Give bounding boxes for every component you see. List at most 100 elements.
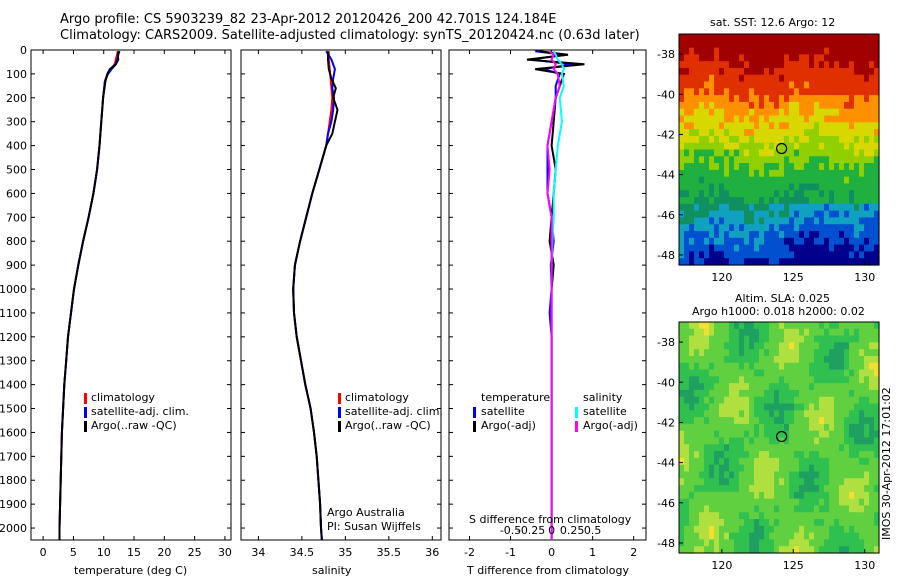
sst-cell: [729, 122, 735, 130]
sst-cell: [804, 197, 810, 205]
sla-cell: [749, 328, 755, 337]
sla-cell: [689, 369, 695, 377]
sst-cell: [809, 142, 815, 151]
sla-cell: [719, 342, 725, 350]
sla-cell: [809, 532, 815, 541]
sla-cell: [794, 342, 800, 350]
sst-cell: [689, 217, 695, 225]
sst-cell: [774, 34, 780, 42]
sla-cell: [849, 471, 855, 479]
sst-cell: [774, 258, 780, 266]
sla-cell: [819, 471, 825, 479]
sst-cell: [709, 251, 715, 259]
sla-cell: [814, 369, 820, 377]
sla-cell: [844, 546, 850, 554]
sla-cell: [764, 349, 770, 357]
sst-cell: [869, 197, 875, 205]
sst-cell: [689, 74, 695, 83]
sla-cell: [699, 471, 705, 479]
sst-cell: [829, 231, 835, 239]
sla-cell: [759, 471, 765, 479]
sla-cell: [874, 396, 880, 405]
sst-cell: [824, 258, 830, 266]
sla-cell: [839, 389, 845, 398]
sla-cell: [854, 505, 860, 513]
sla-cell: [809, 512, 815, 520]
sla-cell: [769, 478, 775, 486]
sla-cell: [769, 328, 775, 337]
sst-cell: [869, 108, 875, 117]
sla-cell: [684, 335, 690, 343]
sla-cell: [704, 389, 710, 398]
sla-cell: [839, 355, 845, 364]
sla-cell: [859, 471, 865, 479]
sla-cell: [804, 444, 810, 452]
sla-cell: [734, 444, 740, 452]
sla-cell: [709, 519, 715, 527]
sla-cell: [814, 322, 820, 330]
sst-cell: [814, 122, 820, 130]
sst-cell: [859, 74, 865, 83]
sst-cell: [719, 108, 725, 117]
sst-cell: [844, 217, 850, 225]
sla-cell: [694, 464, 700, 473]
sst-cell: [814, 217, 820, 225]
sla-cell: [694, 376, 700, 384]
sst-cell: [779, 67, 785, 76]
sst-cell: [839, 122, 845, 130]
sla-cell: [844, 485, 850, 493]
sst-cell: [749, 244, 755, 253]
sla-cell: [809, 464, 815, 473]
sst-cell: [779, 183, 785, 191]
sst-cell: [764, 149, 770, 157]
sst-cell: [784, 210, 790, 219]
sst-cell: [829, 129, 835, 137]
sst-cell: [764, 197, 770, 205]
sla-cell: [799, 532, 805, 541]
sla-cell: [694, 444, 700, 452]
sla-cell: [744, 451, 750, 459]
sla-cell: [814, 417, 820, 425]
sst-cell: [789, 197, 795, 205]
sla-cell: [874, 417, 880, 425]
sst-cell: [814, 244, 820, 253]
sst-cell: [814, 74, 820, 83]
sst-cell: [684, 183, 690, 191]
sla-cell: [744, 485, 750, 493]
sst-cell: [844, 122, 850, 130]
sst-cell: [774, 183, 780, 191]
sla-cell: [874, 342, 880, 350]
sla-cell: [859, 539, 865, 547]
sst-cell: [819, 122, 825, 130]
sst-cell: [734, 135, 740, 144]
sla-cell: [769, 512, 775, 520]
sst-cell: [734, 88, 740, 96]
sla-cell: [689, 478, 695, 486]
sst-cell: [774, 169, 780, 178]
sla-cell: [714, 512, 720, 520]
sla-cell: [729, 505, 735, 513]
sla-cell: [739, 471, 745, 479]
sst-cell: [714, 203, 720, 212]
sla-cell: [769, 498, 775, 507]
sla-cell: [839, 349, 845, 357]
sst-cell: [774, 74, 780, 83]
sla-cell: [734, 369, 740, 377]
sst-cell: [844, 108, 850, 117]
temp-ytick-label: 1200: [0, 331, 27, 344]
sla-cell: [829, 389, 835, 398]
sst-cell: [679, 217, 685, 225]
sla-cell: [874, 335, 880, 343]
sla-cell: [739, 519, 745, 527]
sla-cell: [874, 369, 880, 377]
sla-cell: [754, 389, 760, 398]
sla-cell: [724, 546, 730, 554]
sst-cell: [729, 81, 735, 89]
sla-cell: [754, 437, 760, 445]
sla-cell: [829, 355, 835, 364]
sla-cell: [724, 389, 730, 398]
diff-legend-swatch-t-argo: [473, 421, 476, 432]
sla-cell: [824, 485, 830, 493]
sla-cell: [719, 376, 725, 384]
sst-cell: [759, 101, 765, 110]
